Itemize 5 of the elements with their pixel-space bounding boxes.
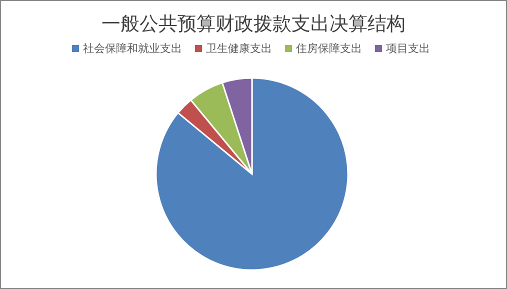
legend-label: 住房保障支出: [296, 42, 362, 55]
chart-title: 一般公共预算财政拨款支出决算结构: [102, 13, 406, 35]
legend-label: 项目支出: [386, 42, 430, 55]
legend-label: 卫生健康支出: [206, 42, 272, 55]
legend-label: 社会保障和就业支出: [83, 42, 182, 55]
